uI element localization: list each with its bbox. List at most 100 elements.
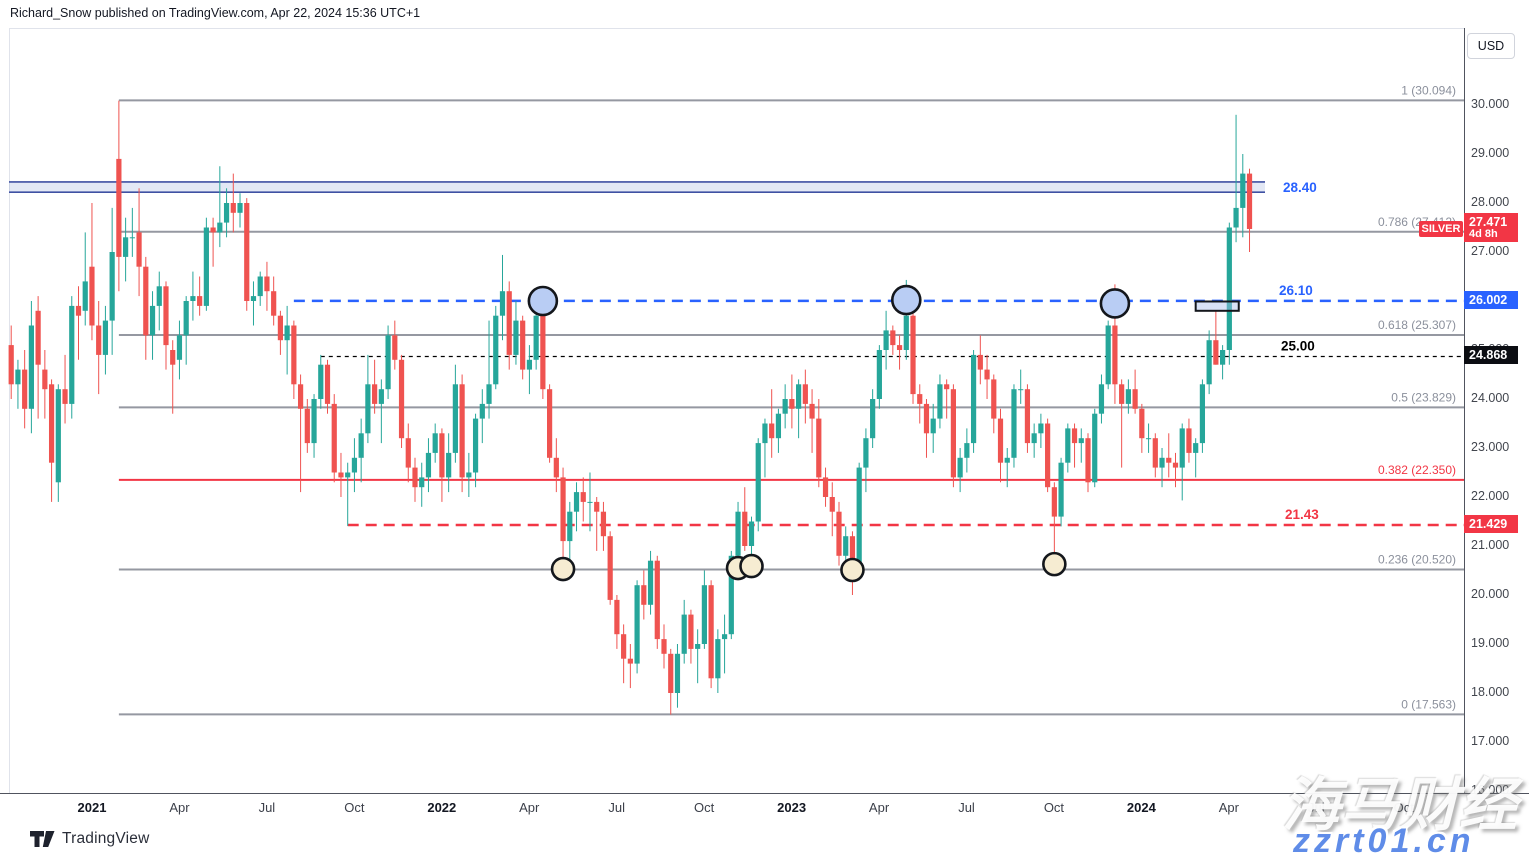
candle-body	[1206, 340, 1212, 385]
candle-body	[634, 585, 640, 664]
time-axis-month-label: Jul	[608, 800, 625, 815]
candle-body	[331, 403, 337, 473]
time-axis[interactable]: 2021 Apr Jul Oct 2022 Apr Jul Oct 2023 Apr Jul Oct 2…	[0, 794, 1529, 822]
currency-button[interactable]: USD	[1467, 33, 1515, 59]
candle-body	[149, 305, 156, 336]
candle-body	[661, 639, 667, 654]
time-axis-year-label: 2024	[1126, 800, 1156, 815]
candle-body	[250, 296, 257, 301]
publish-info-line: Richard_Snow published on TradingView.co…	[10, 6, 421, 20]
candle-body	[594, 501, 600, 512]
candle-body	[190, 296, 196, 301]
candle-body	[796, 384, 802, 409]
candle-body	[1246, 173, 1253, 229]
candle-body	[1125, 389, 1131, 404]
candle-body	[890, 330, 896, 346]
price-tick-label: 29.000	[1471, 146, 1510, 160]
price-tick-label: 18.000	[1471, 685, 1510, 699]
candle-body	[930, 418, 936, 434]
candle-body	[499, 291, 506, 316]
black-line-price-badge: 24.868	[1464, 346, 1518, 365]
price-tick-label: 20.000	[1471, 587, 1510, 601]
candle-body	[1186, 428, 1192, 453]
candle-body	[580, 492, 586, 502]
candle-body	[69, 305, 75, 404]
candle-body	[809, 403, 815, 419]
candle-body	[183, 301, 189, 336]
tradingview-logo[interactable]: TradingView	[30, 830, 150, 848]
candle-body	[264, 276, 270, 292]
price-tick-label: 16.000	[1471, 783, 1510, 797]
breakout-rect-annotation[interactable]	[1194, 300, 1240, 312]
watermark-cjk: 海马财经	[1282, 773, 1519, 838]
symbol-tag: SILVER	[1419, 220, 1463, 237]
candle-body	[533, 315, 539, 360]
candle-body	[802, 384, 808, 404]
time-axis-month-label: Oct	[694, 800, 715, 815]
candle-body	[964, 443, 970, 458]
support-circle-marker[interactable]	[739, 553, 764, 579]
candle-body	[513, 320, 519, 355]
candle-body	[419, 477, 425, 488]
candle-body	[1132, 389, 1138, 409]
candle-body	[197, 296, 203, 306]
candle-body	[991, 379, 997, 419]
candle-body	[223, 203, 230, 223]
candle-body	[1226, 227, 1232, 350]
time-axis-year-label: 2022	[427, 800, 457, 815]
support-circle-marker[interactable]	[1042, 551, 1067, 577]
candle-body	[789, 399, 795, 409]
candle-body	[1031, 433, 1037, 444]
candle-body	[876, 350, 882, 399]
candle-body	[176, 335, 183, 360]
fib-level-label: 0.618 (25.307)	[1378, 318, 1456, 332]
price-axis[interactable]: USD 31.00030.00029.00028.00027.00026.000…	[1464, 28, 1529, 797]
candle-body	[1045, 423, 1051, 488]
candle-body	[170, 350, 176, 365]
candle-body	[425, 452, 432, 478]
candle-body	[1038, 423, 1044, 434]
candle-body	[1179, 428, 1185, 468]
candle-body	[96, 325, 102, 355]
candle-body	[486, 384, 492, 404]
price-tick-label: 19.000	[1471, 636, 1510, 650]
candle-body	[654, 560, 660, 640]
drawn-line-label: 21.43	[1285, 507, 1319, 522]
candle-body	[163, 286, 169, 346]
candle-body	[432, 433, 438, 453]
candle-body	[378, 389, 384, 404]
resistance-circle-marker[interactable]	[1099, 288, 1131, 319]
candle-body	[567, 511, 573, 542]
candle-body	[1065, 428, 1071, 463]
candle-body	[55, 389, 61, 483]
candle-body	[1004, 457, 1010, 463]
candle-body	[674, 653, 681, 693]
candle-body	[338, 472, 344, 478]
candle-body	[271, 291, 277, 316]
candle-body	[351, 457, 358, 473]
candle-body	[446, 452, 452, 478]
candle-body	[1152, 438, 1158, 468]
resistance-circle-marker[interactable]	[890, 284, 922, 316]
candle-body	[627, 658, 633, 664]
candle-body	[977, 354, 983, 370]
tradingview-logo-icon	[30, 830, 55, 847]
candle-body	[950, 389, 956, 478]
candle-body	[816, 418, 822, 478]
candle-body	[1193, 443, 1199, 453]
candle-body	[203, 227, 209, 306]
support-circle-marker[interactable]	[840, 557, 865, 583]
support-circle-marker[interactable]	[550, 556, 576, 582]
price-tick-label: 30.000	[1471, 97, 1510, 111]
candle-body	[715, 639, 721, 679]
candle-body	[688, 614, 694, 649]
tradingview-logo-text: TradingView	[62, 830, 150, 847]
fib-level-label: 0.382 (22.350)	[1378, 463, 1456, 477]
candle-body	[22, 369, 28, 409]
candle-body	[116, 158, 122, 257]
candle-body	[217, 222, 223, 233]
candle-body	[1159, 457, 1165, 468]
fib-level-label: 0.5 (23.829)	[1391, 390, 1456, 404]
resistance-circle-marker[interactable]	[527, 285, 559, 317]
